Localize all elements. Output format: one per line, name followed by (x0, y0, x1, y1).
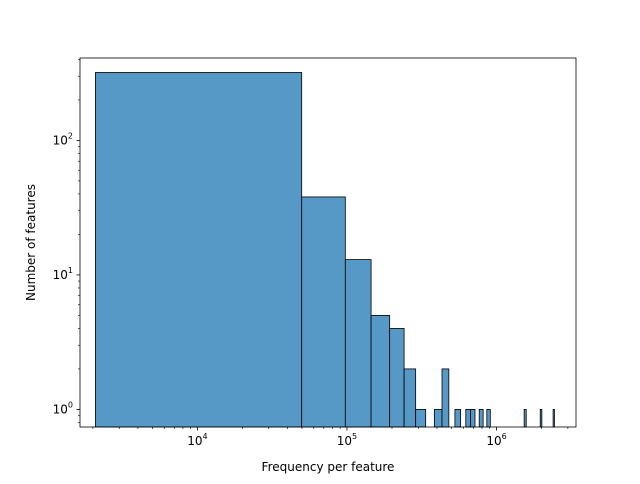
histogram-bar-16 (552, 409, 555, 428)
histogram-bar-3 (370, 314, 391, 428)
histogram-bar-0 (95, 72, 303, 428)
x-tick-label-1: 105 (337, 432, 357, 448)
histogram-bar-2 (344, 259, 372, 428)
histogram-bar-7 (433, 409, 443, 428)
histogram-bar-9 (454, 409, 461, 428)
histogram-bar-14 (523, 409, 527, 428)
axis-ticks: 104 105 106 100 101 102 (53, 59, 569, 448)
y-tick-label-2: 102 (53, 131, 73, 147)
histogram-bars (95, 72, 555, 428)
histogram-bar-12 (478, 409, 484, 428)
histogram-bar-4 (389, 328, 405, 428)
histogram-bar-5 (403, 368, 417, 428)
x-axis-label: Frequency per feature (262, 460, 395, 474)
histogram-bar-8 (441, 368, 450, 428)
y-axis-label: Number of features (24, 184, 38, 301)
x-tick-label-2: 106 (486, 432, 506, 448)
histogram-bar-11 (470, 409, 476, 428)
histogram-bar-15 (539, 409, 543, 428)
y-tick-label-0: 100 (53, 400, 73, 416)
histogram-bar-1 (301, 196, 346, 428)
y-tick-label-1: 101 (53, 266, 73, 282)
histogram-bar-6 (415, 409, 427, 428)
histogram-bar-13 (486, 409, 491, 428)
histogram-bar-10 (465, 409, 471, 428)
plot-frame (79, 57, 577, 428)
x-tick-label-0: 104 (187, 432, 207, 448)
